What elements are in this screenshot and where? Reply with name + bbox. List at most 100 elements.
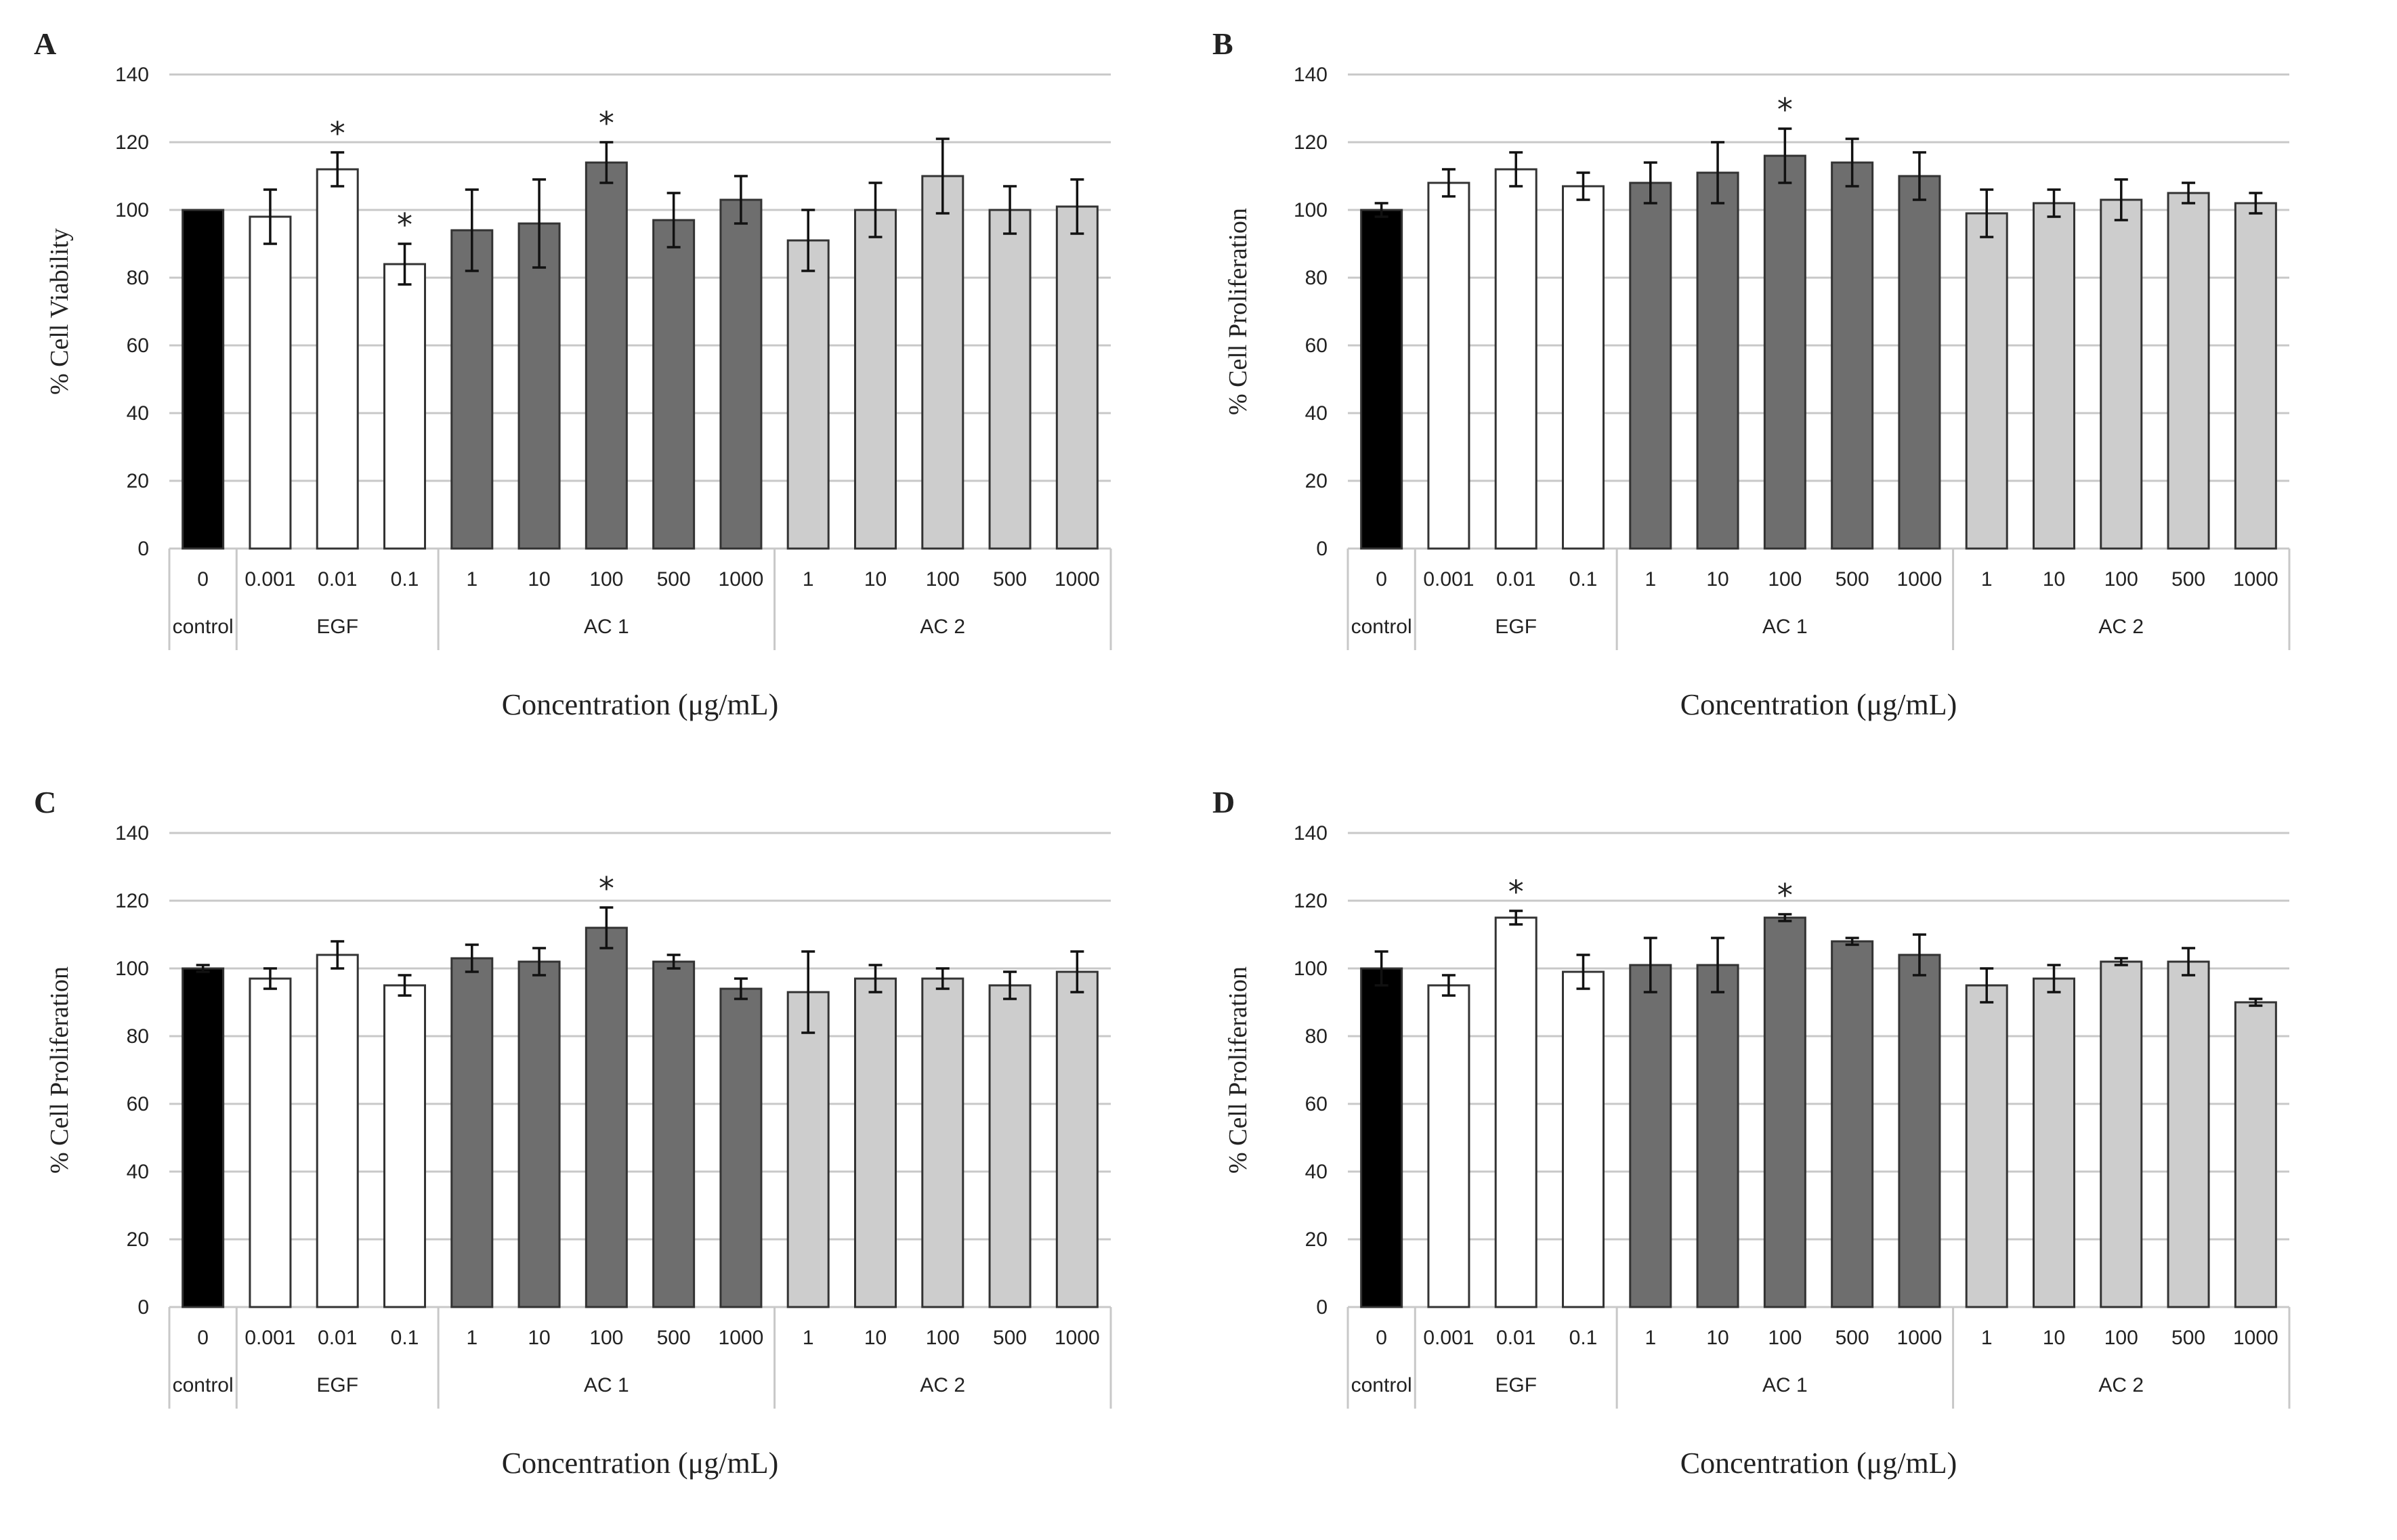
error-bar bbox=[801, 950, 815, 1034]
category-label: 0.001 bbox=[245, 568, 295, 591]
error-bar bbox=[1711, 937, 1725, 993]
bar bbox=[450, 229, 494, 550]
error-bar bbox=[734, 977, 748, 1000]
bar bbox=[1965, 984, 2008, 1308]
error-bar bbox=[263, 188, 277, 245]
error-bar bbox=[1845, 937, 1859, 946]
error-bar bbox=[1912, 933, 1926, 977]
x-axis-label: Concentration (μg/mL) bbox=[1680, 688, 1957, 721]
category-label: 0.01 bbox=[1496, 1327, 1535, 1349]
category-label: 0.01 bbox=[318, 568, 357, 591]
bar bbox=[652, 219, 696, 550]
group-label: AC 2 bbox=[2098, 1374, 2144, 1396]
y-axis-label: % Cell Proliferation bbox=[1224, 208, 1252, 415]
bar bbox=[1427, 984, 1470, 1308]
y-tick-label: 20 bbox=[1305, 1228, 1328, 1251]
panel-b: B 0 20 40 60 80 100 120 140% Cell Proliferation 0… bbox=[1192, 14, 2384, 779]
error-bar bbox=[331, 151, 345, 188]
error-bar bbox=[868, 964, 883, 993]
bar bbox=[182, 967, 225, 1308]
category-label: 100 bbox=[1768, 568, 1802, 591]
group-label: AC 2 bbox=[920, 1374, 965, 1396]
group-label: control bbox=[1351, 616, 1412, 638]
bar bbox=[786, 239, 830, 550]
bar bbox=[1360, 967, 1403, 1308]
category-label: 0.1 bbox=[1569, 568, 1598, 591]
group-label: EGF bbox=[1495, 1374, 1537, 1396]
error-bar bbox=[1643, 937, 1657, 993]
y-tick-label: 140 bbox=[115, 64, 149, 86]
category-label: 0.01 bbox=[318, 1327, 357, 1349]
category-label: 0.001 bbox=[1423, 568, 1474, 591]
panel-d: D 0 20 40 60 80 100 120 140% Cell Proliferation 0… bbox=[1192, 772, 2384, 1537]
bar bbox=[316, 168, 359, 550]
y-tick-label: 120 bbox=[115, 890, 149, 912]
category-label: 0 bbox=[1376, 1327, 1387, 1349]
bar bbox=[383, 263, 426, 550]
y-tick-label: 100 bbox=[115, 958, 149, 980]
bar bbox=[1898, 954, 1941, 1308]
y-tick-label: 0 bbox=[1316, 1296, 1328, 1319]
error-bar bbox=[868, 181, 883, 238]
category-label: 10 bbox=[528, 568, 550, 591]
significance-marker: * bbox=[1508, 874, 1524, 910]
bar bbox=[719, 987, 763, 1308]
category-label: 100 bbox=[1768, 1327, 1802, 1349]
error-bar bbox=[2114, 178, 2128, 221]
bar bbox=[2167, 960, 2210, 1308]
category-label: 10 bbox=[2043, 1327, 2065, 1349]
category-label: 10 bbox=[864, 1327, 887, 1349]
group-label: EGF bbox=[316, 1374, 358, 1396]
y-tick-label: 80 bbox=[127, 1025, 149, 1048]
y-tick-label: 80 bbox=[1305, 267, 1328, 289]
category-label: 1 bbox=[803, 568, 814, 591]
error-bar bbox=[1070, 950, 1084, 993]
bar bbox=[585, 926, 628, 1308]
y-tick-label: 100 bbox=[1294, 199, 1328, 221]
bar bbox=[719, 198, 763, 550]
bar bbox=[1494, 168, 1537, 550]
error-bar bbox=[935, 137, 950, 215]
bar bbox=[988, 209, 1032, 550]
error-bar bbox=[398, 242, 412, 286]
category-label: 100 bbox=[926, 1327, 960, 1349]
error-bar bbox=[532, 947, 547, 977]
category-label: 1000 bbox=[2233, 1327, 2278, 1349]
error-bar bbox=[1003, 185, 1017, 235]
error-bar bbox=[2182, 947, 2196, 977]
bar bbox=[1965, 212, 2008, 550]
y-tick-label: 0 bbox=[137, 538, 149, 560]
error-bar bbox=[1711, 141, 1725, 205]
error-bar bbox=[263, 967, 277, 990]
error-bar bbox=[666, 954, 681, 970]
panel-label: B bbox=[1212, 26, 1233, 61]
error-bar bbox=[398, 974, 412, 997]
bar bbox=[652, 960, 696, 1308]
error-bar bbox=[1509, 151, 1523, 188]
error-bar bbox=[2047, 188, 2061, 218]
category-label: 0.1 bbox=[391, 1327, 419, 1349]
bar bbox=[249, 215, 292, 550]
error-bar bbox=[1003, 970, 1017, 1000]
category-label: 100 bbox=[589, 568, 623, 591]
category-label: 500 bbox=[993, 1327, 1027, 1349]
category-label: 1 bbox=[1981, 1327, 1993, 1349]
error-bar bbox=[1441, 168, 1456, 198]
panel-a: A 0 20 40 60 80 100 120 140 % Cell Viability 0 cont… bbox=[14, 14, 1206, 779]
y-tick-label: 60 bbox=[1305, 1093, 1328, 1115]
category-label: 1 bbox=[466, 1327, 478, 1349]
category-label: 500 bbox=[2171, 1327, 2205, 1349]
significance-marker: * bbox=[599, 870, 614, 907]
bar bbox=[1055, 205, 1099, 550]
y-axis-label: % Cell Viability bbox=[45, 228, 74, 395]
bar bbox=[2033, 202, 2075, 550]
y-axis-label: % Cell Proliferation bbox=[1224, 966, 1252, 1174]
group-label: EGF bbox=[1495, 616, 1537, 638]
category-label: 500 bbox=[1836, 1327, 1869, 1349]
category-label: 10 bbox=[1706, 1327, 1728, 1349]
significance-marker: * bbox=[599, 105, 614, 142]
category-label: 10 bbox=[2043, 568, 2065, 591]
